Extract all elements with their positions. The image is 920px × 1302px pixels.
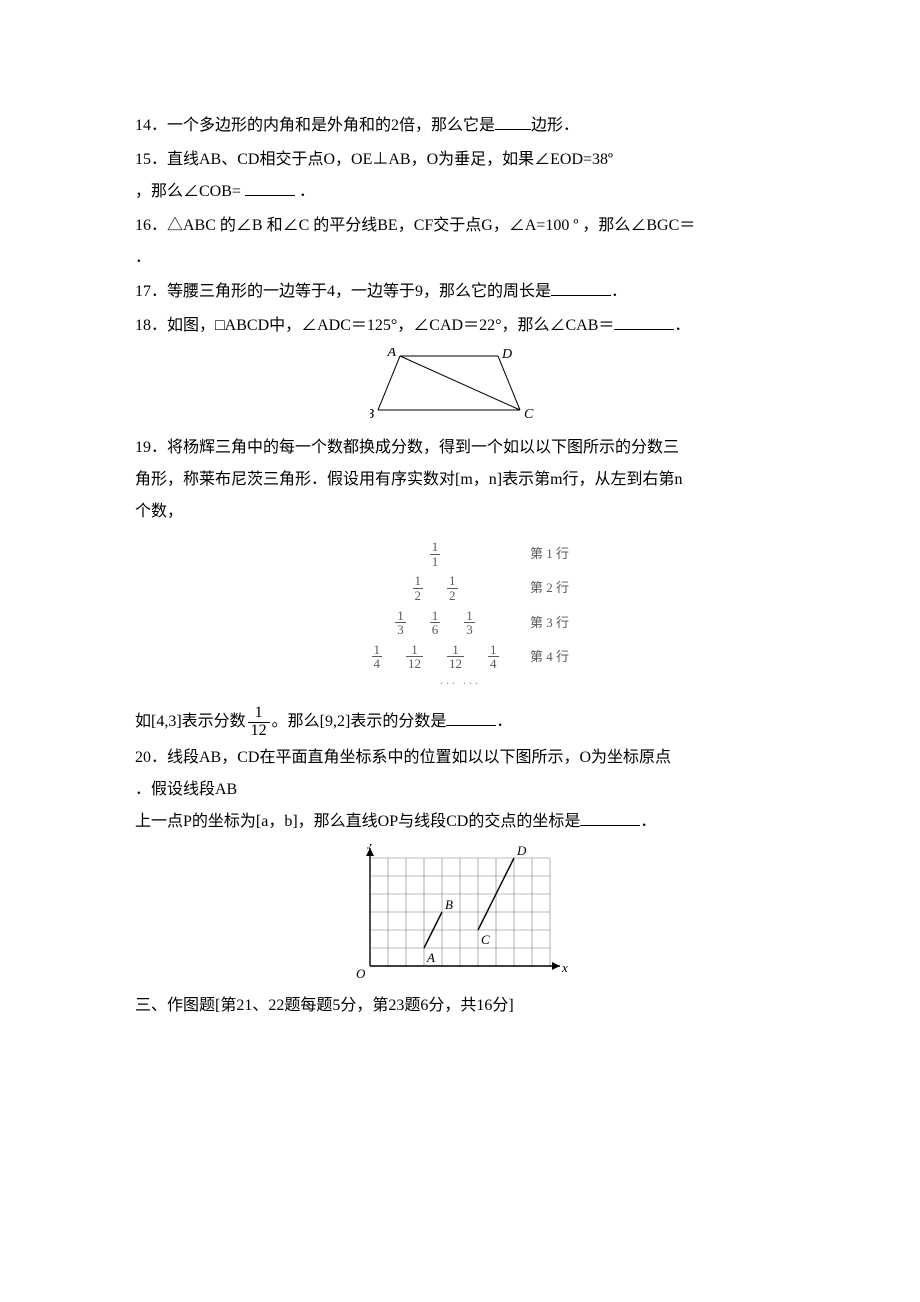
q19-line3: 个数， [135,496,785,528]
q18-blank [614,313,674,330]
q15-line2-b: ． [299,183,315,200]
q14-text-a: 14．一个多边形的内角和是外角和的2倍，那么它是 [135,117,495,134]
figure-coordinate-grid: Ox y A B C D [135,844,785,984]
q15-blank [245,179,295,196]
q17-text-b: ． [611,283,627,300]
q19-after-c: ． [496,713,512,730]
svg-text:y: y [366,844,374,849]
svg-text:B: B [370,407,374,422]
figure-leibniz-triangle: 11第 1 行1212第 2 行131613第 3 行1411211214第 4… [135,534,785,699]
svg-text:O: O [356,966,366,981]
svg-text:A: A [386,348,396,360]
q19-line2: 角形，称莱布尼茨三角形．假设用有序实数对[m，n]表示第m行，从左到右第n [135,464,785,496]
svg-text:x: x [561,960,568,975]
q19-blank [446,709,496,726]
svg-text:D: D [516,844,527,858]
q16-line1: 16．△ABC 的∠B 和∠C 的平分线BE，CF交于点G，∠A=100 º ，… [135,210,785,242]
section-3-heading: 三、作图题[第21、22题每题5分，第23题6分，共16分] [135,990,785,1022]
q15-line1: 15．直线AB、CD相交于点O，OE⊥AB，O为垂足，如果∠EOD=38º [135,144,785,176]
q20-line3-a: 上一点P的坐标为[a，b]，那么直线OP与线段CD的交点的坐标是 [135,813,580,830]
svg-text:B: B [445,897,453,912]
q15-line2-a: ，那么∠COB= [135,183,241,200]
q19-frac-inline: 112 [248,705,270,740]
question-20: 20．线段AB，CD在平面直角坐标系中的位置如以以下图所示，O为坐标原点 ．假设… [135,742,785,838]
q20-blank [580,809,640,826]
svg-text:A: A [426,950,435,965]
svg-text:C: C [524,407,534,422]
question-15: 15．直线AB、CD相交于点O，OE⊥AB，O为垂足，如果∠EOD=38º ，那… [135,144,785,208]
q19-after-b: 。那么[9,2]表示的分数是 [272,713,447,730]
q17-blank [551,279,611,296]
svg-text:C: C [481,932,490,947]
svg-text:D: D [501,348,512,362]
q18-text-a: 18．如图，□ABCD中，∠ADC＝125°，∠CAD＝22°，那么∠CAB＝ [135,317,614,334]
q14-blank [495,113,531,130]
q17-text-a: 17．等腰三角形的一边等于4，一边等于9，那么它的周长是 [135,283,551,300]
question-14: 14．一个多边形的内角和是外角和的2倍，那么它是 边形． [135,110,785,142]
question-17: 17．等腰三角形的一边等于4，一边等于9，那么它的周长是 ． [135,276,785,308]
q19-line1: 19．将杨辉三角中的每一个数都换成分数，得到一个如以以下图所示的分数三 [135,432,785,464]
question-19: 19．将杨辉三角中的每一个数都换成分数，得到一个如以以下图所示的分数三 角形，称… [135,432,785,528]
figure-parallelogram: A D B C [135,348,785,426]
q16-line2: ． [135,242,785,274]
q14-text-b: 边形． [531,117,579,134]
q18-text-b: ． [674,317,690,334]
q20-line3-b: ． [640,813,656,830]
q20-line2: ．假设线段AB [135,774,785,806]
question-18: 18．如图，□ABCD中，∠ADC＝125°，∠CAD＝22°，那么∠CAB＝ ． [135,310,785,342]
q20-line1: 20．线段AB，CD在平面直角坐标系中的位置如以以下图所示，O为坐标原点 [135,742,785,774]
q19-after-a: 如[4,3]表示分数 [135,713,246,730]
question-16: 16．△ABC 的∠B 和∠C 的平分线BE，CF交于点G，∠A=100 º ，… [135,210,785,274]
question-19-after: 如[4,3]表示分数112。那么[9,2]表示的分数是 ． [135,705,785,740]
